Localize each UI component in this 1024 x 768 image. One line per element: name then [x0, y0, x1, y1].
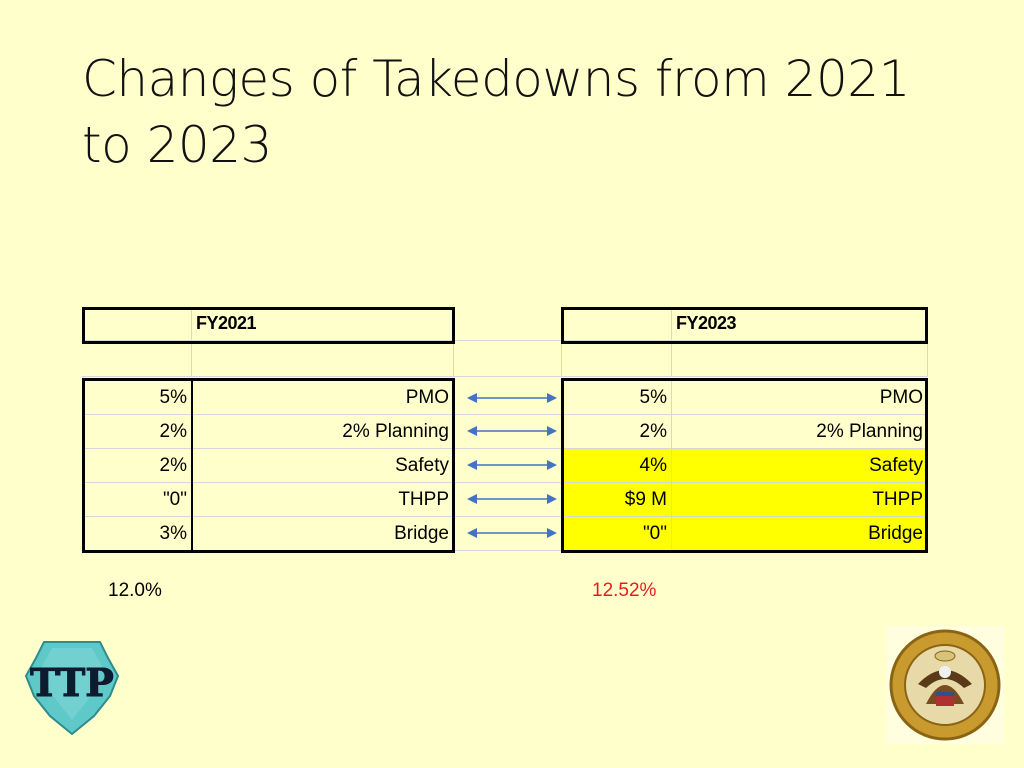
ttp-shield-logo-icon: TTP	[24, 641, 120, 736]
fy2023-pct-highlighted: $9 M	[562, 483, 672, 517]
empty-cell	[562, 343, 672, 377]
header-blank-cell	[562, 307, 672, 341]
fy2021-pct: "0"	[82, 483, 192, 517]
fy2023-item-highlighted: Safety	[672, 449, 928, 483]
fy2023-item-highlighted: Bridge	[672, 517, 928, 551]
fy2023-header: FY2023	[672, 307, 928, 341]
fy2023-pct-highlighted: "0"	[562, 517, 672, 551]
fy2021-header: FY2021	[192, 307, 454, 341]
fy2023-item: 2% Planning	[672, 415, 928, 449]
fy2021-item: THPP	[192, 483, 454, 517]
fy2023-item-highlighted: THPP	[672, 483, 928, 517]
fy2021-item: Safety	[192, 449, 454, 483]
empty-cell	[672, 343, 928, 377]
double-arrow-icon	[467, 460, 557, 470]
fy2021-column-divider	[191, 379, 193, 551]
spacer-cell	[454, 307, 562, 341]
empty-cell	[454, 343, 562, 377]
double-arrow-icon	[467, 426, 557, 436]
takedowns-table: FY2021 FY2023 5% PMO 5% PMO 2% 2% Planni…	[82, 307, 928, 553]
fy2023-pct-highlighted: 4%	[562, 449, 672, 483]
fy2023-pct: 2%	[562, 415, 672, 449]
empty-cell	[82, 343, 192, 377]
double-arrow-icon	[467, 494, 557, 504]
fy2021-pct: 2%	[82, 415, 192, 449]
fy2021-pct: 5%	[82, 381, 192, 415]
empty-cell	[192, 343, 454, 377]
svg-text:TTP: TTP	[30, 660, 114, 705]
fy2021-total: 12.0%	[108, 580, 162, 601]
fy2021-item: Bridge	[192, 517, 454, 551]
fy2021-pct: 2%	[82, 449, 192, 483]
page-title: Changes of Takedowns from 2021 to 2023	[82, 50, 910, 174]
header-blank-cell	[82, 307, 192, 341]
fy2023-total: 12.52%	[592, 580, 657, 601]
fy2023-item: PMO	[672, 381, 928, 415]
fy2021-item: 2% Planning	[192, 415, 454, 449]
fy2021-item: PMO	[192, 381, 454, 415]
double-arrow-icon	[467, 528, 557, 538]
double-arrow-icon	[467, 393, 557, 403]
fy2023-pct: 5%	[562, 381, 672, 415]
fy2021-pct: 3%	[82, 517, 192, 551]
bia-seal-logo-icon	[886, 626, 1004, 744]
